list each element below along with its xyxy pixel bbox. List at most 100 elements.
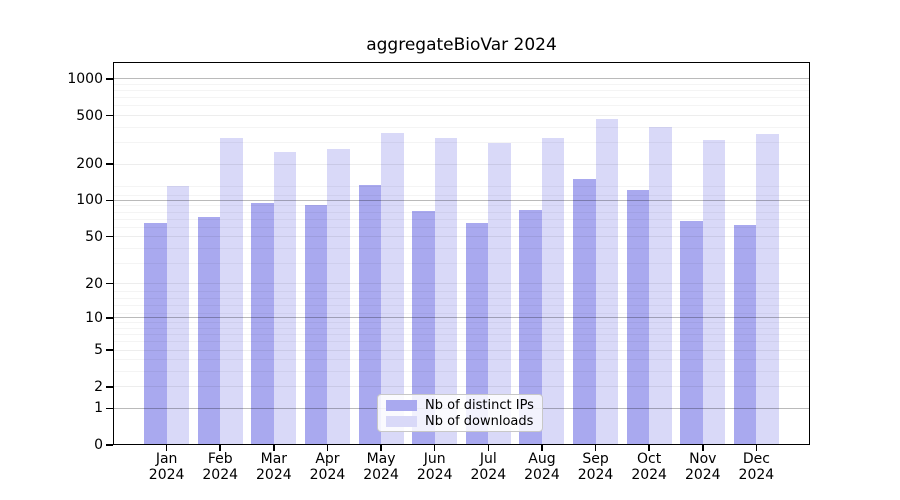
y-minor-gridline [113,247,810,249]
bar-downloads [273,151,297,445]
y-tick-label: 0 [94,437,103,453]
y-minor-gridline [113,211,810,213]
bar-distinct-ips [573,178,596,445]
y-tick-mark [106,114,113,117]
y-tick-mark [106,407,113,410]
y-tick-mark [106,199,113,202]
y-tick-label: 1000 [67,70,103,87]
y-minor-gridline [113,359,810,361]
y-tick-label: 500 [76,107,103,124]
y-tick-mark [106,317,113,319]
y-tick-label: 5 [94,342,103,359]
x-tick-label-line: 2024 [416,467,453,483]
bar-downloads [220,138,243,445]
y-minor-gridline [113,341,810,343]
y-minor-gridline [113,218,810,220]
x-tick-mark [273,445,275,451]
bar-distinct-ips [358,185,382,445]
y-gridline [113,386,810,388]
y-tick-label: 20 [85,275,103,292]
legend-row: Nb of distinct IPs [378,398,542,413]
x-tick-label-line: 2024 [684,467,721,483]
bar-downloads [381,132,404,445]
bar-distinct-ips [144,223,167,445]
y-gridline [113,236,810,238]
y-gridline [113,115,810,117]
bar-distinct-ips [733,224,757,445]
y-gridline [113,349,810,351]
bar-distinct-ips [304,205,328,445]
y-minor-gridline [113,312,810,314]
bar-downloads [488,142,511,445]
x-tick-mark [755,445,758,451]
y-tick-mark [106,282,113,285]
bar-distinct-ips [251,203,274,445]
y-tick-mark [106,386,113,388]
y-gridline [113,283,810,285]
x-tick-label: Jun 2024 [400,451,470,483]
bar-distinct-ips [465,223,489,445]
x-tick-label: Aug 2024 [507,451,577,483]
bar-downloads [434,138,458,445]
y-minor-gridline [113,291,810,293]
x-tick-label: Feb 2024 [185,451,255,483]
x-tick-label-line: Apr [315,451,340,467]
x-tick-mark [165,445,168,451]
y-minor-gridline [113,205,810,207]
y-minor-gridline [113,226,810,228]
y-minor-gridline [113,328,810,330]
bar-distinct-ips [412,210,435,445]
x-tick-label: Mar 2024 [239,451,309,483]
legend-swatch [386,400,417,411]
x-tick-label-line: 2024 [631,467,667,483]
bar-downloads [327,148,350,445]
y-minor-gridline [113,297,810,299]
y-tick-label: 1 [94,400,103,417]
bar-downloads [595,118,619,445]
bar-downloads [702,140,726,445]
legend-swatch [386,416,417,427]
y-tick-label: 10 [85,309,103,326]
x-tick-label-line: 2024 [470,467,507,483]
x-tick-mark [541,445,543,451]
y-gridline [113,317,810,319]
y-tick-label: 200 [76,156,103,172]
y-tick-label: 100 [76,192,103,209]
x-tick-mark [433,445,436,451]
x-tick-label-line: 2024 [256,467,292,483]
x-tick-mark [487,445,490,451]
x-tick-label-line: 2024 [148,467,185,483]
x-tick-label-line: Nov [689,451,717,467]
x-tick-label-line: Jul [479,451,497,467]
x-tick-label-line: 2024 [309,467,346,483]
x-tick-label-line: Jan [155,451,178,467]
chart-title: aggregateBioVar 2024 [366,35,557,55]
legend: Nb of distinct IPs Nb of downloads [377,394,543,432]
legend-label: Nb of distinct IPs [425,398,534,413]
bar-distinct-ips [680,220,703,445]
x-tick-mark [594,445,597,451]
y-gridline [113,199,810,201]
x-tick-label-line: May [366,451,396,467]
legend-label: Nb of downloads [425,414,534,429]
x-tick-label-line: Mar [260,451,288,467]
x-tick-mark [648,445,650,451]
x-tick-label-line: 2024 [363,467,399,483]
y-minor-gridline [113,371,810,373]
x-tick-mark [219,445,221,451]
bar-downloads [756,133,779,445]
y-tick-mark [106,349,113,351]
y-gridline [113,163,810,165]
bar-distinct-ips [519,210,542,445]
x-tick-mark [380,445,382,451]
y-gridline [113,78,810,80]
x-tick-label: Dec 2024 [721,451,791,483]
y-tick-mark [106,444,113,446]
y-tick-mark [106,78,113,80]
bar-downloads [649,127,672,445]
x-tick-label: Nov 2024 [668,451,738,483]
